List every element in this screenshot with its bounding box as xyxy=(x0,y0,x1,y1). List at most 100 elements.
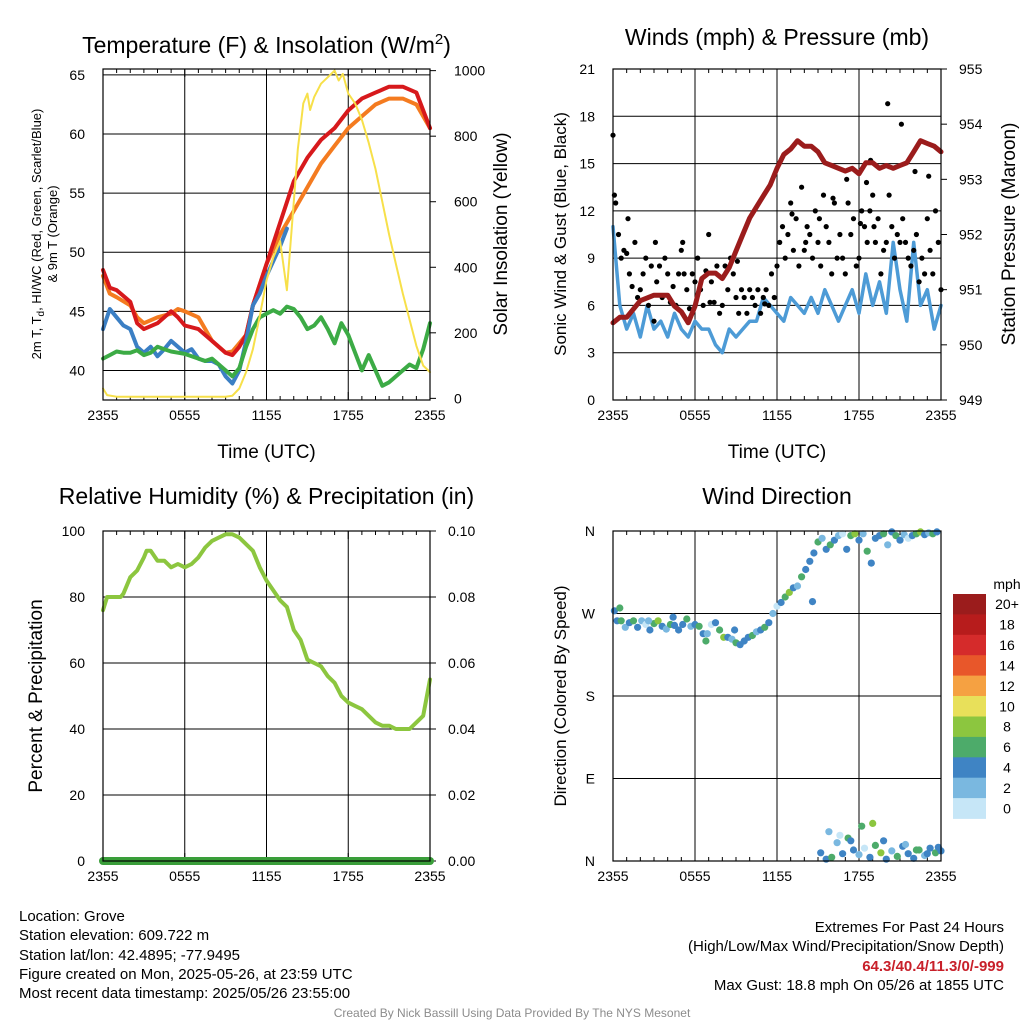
plot-border xyxy=(612,530,942,862)
direction-point xyxy=(934,843,942,851)
y2-tick-label: 949 xyxy=(959,392,983,408)
gust-point xyxy=(793,216,799,222)
gust-point xyxy=(831,200,838,206)
direction-point xyxy=(892,532,900,540)
gust-point xyxy=(870,192,876,198)
x-tick-label: 1155 xyxy=(762,407,792,423)
gust-point xyxy=(889,224,895,230)
gust-point xyxy=(618,255,624,261)
y2-tick-label: 0.08 xyxy=(448,589,475,605)
series-line xyxy=(101,226,289,386)
chart-title: Wind Direction xyxy=(702,483,852,509)
y-tick-label: N xyxy=(585,853,595,869)
direction-point xyxy=(839,530,847,538)
gust-point xyxy=(857,220,864,227)
gust-point xyxy=(645,302,652,308)
chart-title: Relative Humidity (%) & Precipitation (i… xyxy=(59,483,474,509)
recent-text: Most recent data timestamp: 2025/05/26 2… xyxy=(19,985,351,1003)
colorbar-swatch xyxy=(953,594,986,615)
gust-point xyxy=(897,239,903,245)
max-gust-text: Max Gust: 18.8 mph On 05/26 at 1855 UTC xyxy=(713,976,1004,994)
credit-text: Created By Nick Bassill Using Data Provi… xyxy=(333,1006,691,1020)
x-tick-label: 2355 xyxy=(414,407,445,423)
x-tick-label: 2355 xyxy=(87,868,118,884)
gust-point xyxy=(758,310,764,316)
y-tick-label: 0 xyxy=(587,392,595,408)
direction-point xyxy=(880,530,888,538)
y-axis-label: 2m T, Td, HI/WC (Red, Green, Scarlet/Blu… xyxy=(29,109,47,360)
location-text: Location: Grove xyxy=(19,908,125,925)
extremes-legend: (High/Low/Max Wind/Precipitation/Snow De… xyxy=(688,938,1004,956)
colorbar-swatch xyxy=(953,614,986,636)
direction-point xyxy=(616,604,624,612)
gust-point xyxy=(695,255,701,261)
gust-point xyxy=(818,263,824,269)
y2-tick-label: 400 xyxy=(454,259,478,275)
x-tick-label: 2355 xyxy=(414,868,445,884)
y-tick-label: 3 xyxy=(587,345,595,361)
gust-point xyxy=(692,279,698,285)
direction-point xyxy=(617,617,625,625)
gust-point xyxy=(912,168,918,175)
gust-point xyxy=(789,211,795,217)
y-axis-label: & 9m T (Orange) xyxy=(45,185,60,282)
gust-point xyxy=(689,271,695,277)
gust-point xyxy=(788,200,794,206)
colorbar-swatch xyxy=(953,777,986,799)
wind-line xyxy=(611,224,943,355)
y2-tick-label: 800 xyxy=(454,128,478,144)
direction-point xyxy=(629,617,638,625)
direction-point xyxy=(808,598,817,606)
direction-point xyxy=(785,588,793,597)
gust-point xyxy=(886,192,892,198)
gust-point xyxy=(823,224,829,230)
gust-point xyxy=(741,294,747,301)
gust-point xyxy=(785,231,791,238)
gust-point xyxy=(913,231,920,238)
gust-point xyxy=(648,263,654,269)
x-tick-label: 0555 xyxy=(679,407,710,423)
gust-point xyxy=(714,263,720,269)
y2-tick-label: 952 xyxy=(959,227,983,243)
x-tick-label: 1755 xyxy=(843,407,874,423)
direction-point xyxy=(761,623,769,631)
y2-tick-label: 950 xyxy=(959,337,983,353)
gust-point xyxy=(640,271,646,277)
direction-point xyxy=(888,847,896,855)
y-axis-label: Sonic Wind & Gust (Blue, Black) xyxy=(551,112,570,356)
gust-point xyxy=(826,239,832,245)
pressure-line xyxy=(610,138,944,326)
chart-title: Temperature (F) & Insolation (W/m2) xyxy=(82,31,451,58)
gust-point xyxy=(613,200,619,206)
y-tick-label: 0 xyxy=(77,853,85,869)
gust-point xyxy=(845,200,851,206)
gust-point xyxy=(790,247,797,253)
colorbar-label: 2 xyxy=(1003,780,1011,796)
y-tick-label: 12 xyxy=(579,203,595,219)
direction-point xyxy=(828,853,836,861)
direction-point xyxy=(654,617,662,625)
direction-point xyxy=(926,844,934,852)
y2-tick-label: 0.10 xyxy=(448,523,475,539)
gust-point xyxy=(625,216,631,222)
gust-point xyxy=(632,239,638,245)
gust-point xyxy=(859,208,865,214)
gust-point xyxy=(763,287,769,293)
gust-point xyxy=(779,224,786,230)
colorbar-label: 18 xyxy=(999,617,1015,633)
gust-point xyxy=(905,255,911,261)
gust-point xyxy=(706,231,712,238)
x-tick-label: 0555 xyxy=(169,868,200,884)
gust-point xyxy=(900,216,906,222)
y-tick-label: S xyxy=(586,688,595,704)
y-tick-label: E xyxy=(586,771,595,787)
gust-point xyxy=(711,299,717,305)
gust-point xyxy=(807,231,813,238)
gust-point xyxy=(804,224,810,230)
gust-point xyxy=(834,255,840,261)
gust-point xyxy=(820,192,827,198)
direction-point xyxy=(793,582,802,590)
gust-point xyxy=(924,216,930,222)
gust-point xyxy=(651,318,657,324)
